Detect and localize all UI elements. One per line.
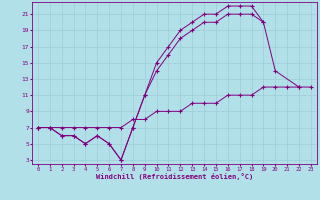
X-axis label: Windchill (Refroidissement éolien,°C): Windchill (Refroidissement éolien,°C) bbox=[96, 173, 253, 180]
